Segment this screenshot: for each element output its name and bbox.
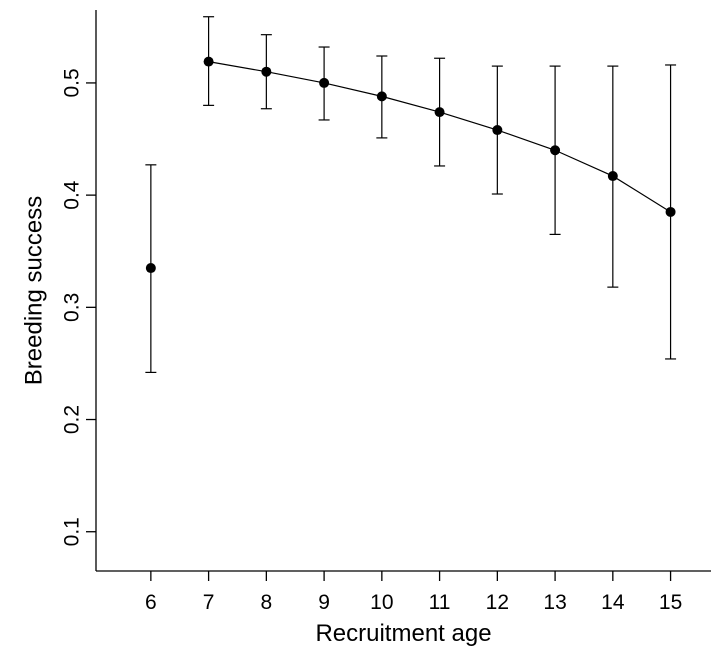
data-point [376, 91, 387, 102]
x-tick-label: 12 [486, 591, 509, 614]
x-tick-label: 15 [659, 591, 682, 614]
data-point [665, 206, 676, 217]
x-axis-title: Recruitment age [315, 620, 491, 647]
x-tick-label: 13 [543, 591, 566, 614]
y-axis-title: Breeding success [21, 196, 48, 385]
x-tick-label: 10 [370, 591, 393, 614]
data-point [434, 107, 445, 118]
data-point [203, 56, 214, 67]
x-tick-label: 7 [203, 591, 215, 614]
data-point [550, 145, 561, 156]
data-points [145, 56, 676, 274]
x-tick-label: 6 [145, 591, 157, 614]
y-tick-label: 0.2 [61, 405, 84, 434]
y-tick-label: 0.1 [61, 517, 84, 546]
x-tick-label: 11 [429, 591, 451, 614]
data-point [145, 263, 156, 274]
data-point [319, 77, 330, 88]
error-bars [145, 16, 677, 374]
x-tick-label: 9 [318, 591, 330, 614]
data-point [261, 66, 272, 77]
x-tick-label: 14 [601, 591, 625, 614]
axes: 0.1 0.2 0.3 0.4 0.5 6 7 8 9 10 11 12 13 14 15 [61, 10, 711, 614]
data-point [492, 125, 503, 136]
y-tick-label: 0.4 [61, 180, 84, 210]
y-tick-label: 0.5 [61, 68, 84, 97]
data-point [607, 171, 618, 182]
y-tick-label: 0.3 [61, 293, 84, 322]
x-tick-label: 8 [261, 591, 273, 614]
